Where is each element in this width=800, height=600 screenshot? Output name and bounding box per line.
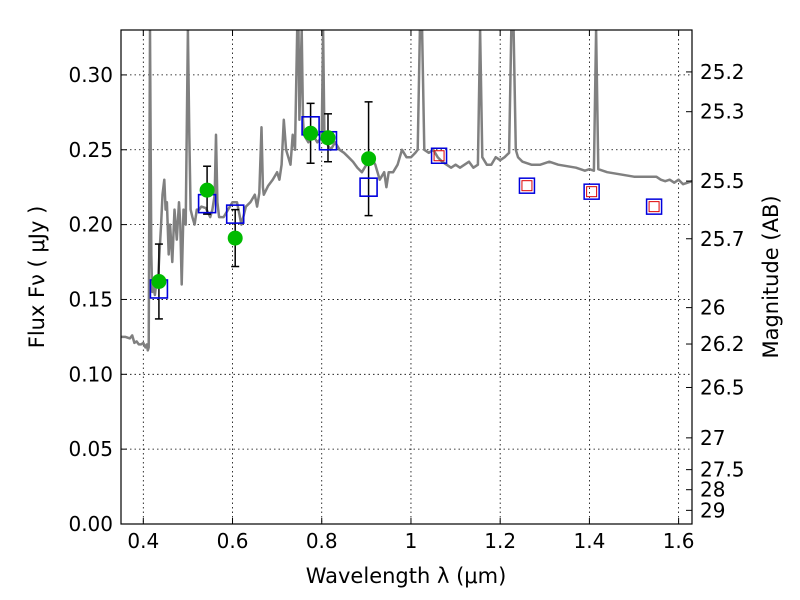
magnitude-tick-label: 26.5 [700,375,745,399]
y-tick-label: 0.25 [68,138,113,162]
x-tick-label: 0.8 [306,529,338,553]
observed-flux-point [199,182,215,198]
model-photometry-box [518,177,536,194]
observed-points-group [151,125,377,289]
x-tick-label: 0.6 [217,529,249,553]
magnitude-tick-label: 25.2 [700,60,745,84]
y-tick-label: 0.10 [68,362,113,386]
x-axis-title: Wavelength λ (μm) [306,564,507,588]
magnitude-axis-title: Magnitude (AB) [759,195,783,358]
magnitude-tick-label: 25.5 [700,169,745,193]
magnitude-tick-label: 25.3 [700,100,745,124]
x-tick-label: 1.2 [484,529,516,553]
model-photometry-box [645,198,663,215]
magnitude-tick-label: 29 [700,498,725,522]
model-photometry-box [225,204,245,224]
observed-flux-point [361,151,377,167]
x-tick-label: 0.4 [127,529,159,553]
model-photometry-box-inner [648,201,660,213]
x-tick-label: 1.6 [663,529,695,553]
model-photometry-box [359,177,378,197]
observed-flux-point [320,130,336,146]
axis-ticks: 0.4 0.6 0.8 1 1.2 1.4 1.6 0.00 0.05 0.10 0.15 0.20 0… [68,30,745,553]
model-photometry-box-inner [521,180,533,192]
model-photometry-box [583,183,600,200]
observed-flux-point [151,273,167,289]
magnitude-tick-label: 27 [700,426,725,450]
y-tick-label: 0.30 [68,63,113,87]
y-tick-label: 0.15 [68,287,113,311]
magnitude-tick-label: 26.2 [700,332,745,356]
magnitude-tick-label: 27.5 [700,458,745,482]
x-tick-label: 1 [405,529,418,553]
observed-flux-point [227,230,243,246]
magnitude-tick-label: 26 [700,296,725,320]
y-tick-label: 0.05 [68,437,113,461]
y-tick-label: 0.00 [68,512,113,536]
model-photometry-box [430,147,448,164]
x-tick-label: 1.4 [573,529,605,553]
y-axis-title: Flux Fν ( μJy ) [25,206,49,349]
observed-flux-point [303,125,319,141]
magnitude-tick-label: 28 [700,478,725,502]
error-bars-group [154,101,373,320]
y-tick-label: 0.20 [68,213,113,237]
plot-frame [120,29,693,525]
magnitude-tick-label: 25.7 [700,227,745,251]
model-photometry-box-inner [433,150,445,162]
model-photometry-box-inner [586,186,598,198]
